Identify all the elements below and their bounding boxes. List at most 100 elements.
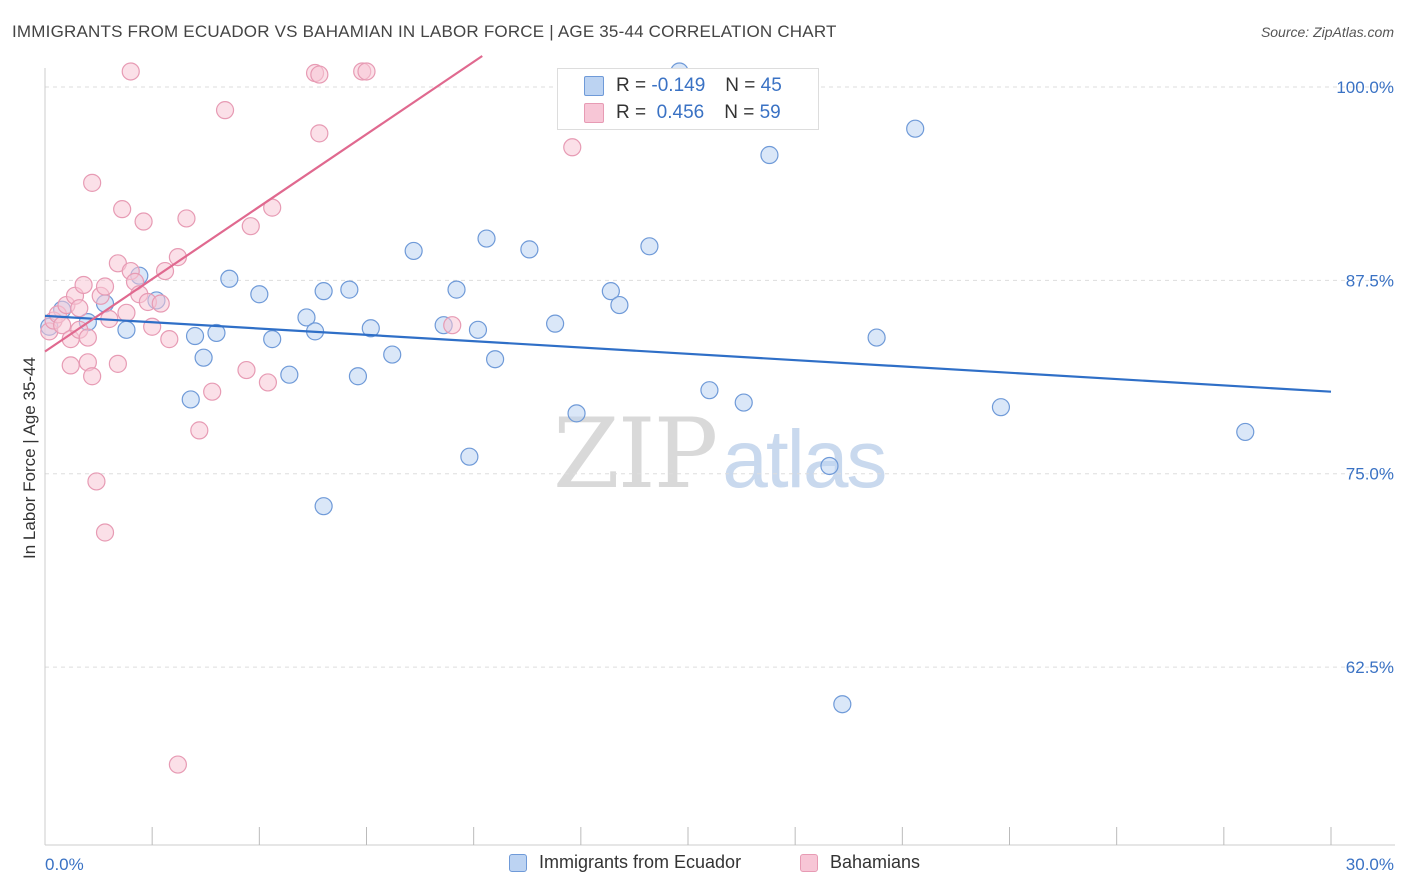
bahamian-point — [215, 101, 235, 120]
ecuador-point — [601, 282, 620, 301]
bahamian-point — [83, 367, 102, 386]
ecuador-point — [468, 320, 488, 339]
r-value: 0.456 — [656, 102, 705, 123]
ecuador-point — [867, 328, 886, 347]
watermark-atlas: atlas — [722, 414, 887, 505]
source-label: Source: ZipAtlas.com — [1260, 24, 1394, 40]
bahamian-point — [87, 472, 106, 491]
bahamian-point — [151, 294, 170, 313]
correlation-legend: R = -0.149 N = 45 R = 0.456 N = 59 — [557, 68, 819, 130]
ecuador-point — [477, 229, 496, 248]
ecuador-point — [348, 367, 368, 386]
ecuador-point — [640, 237, 659, 256]
bahamian-point — [160, 330, 179, 349]
bahamian-point — [108, 354, 127, 373]
bahamian-point — [190, 421, 209, 440]
ecuador-point — [263, 330, 282, 349]
y-tick-label: 100.0% — [1336, 78, 1394, 97]
ecuador-point — [447, 280, 466, 299]
y-tick-label: 75.0% — [1346, 465, 1394, 484]
bahamian-point — [357, 62, 376, 81]
ecuador-point — [546, 314, 565, 333]
legend-item-ecuador: Immigrants from Ecuador — [509, 852, 741, 873]
bahamian-point — [78, 328, 97, 347]
x-tick-label: 30.0% — [1346, 855, 1394, 874]
ecuador-point — [991, 398, 1011, 417]
ecuador-point — [404, 241, 423, 261]
ecuador-point — [250, 285, 269, 304]
r-value: -0.149 — [651, 75, 706, 96]
ecuador-point — [460, 447, 479, 466]
legend-label-bahamians: Bahamians — [830, 852, 921, 872]
correlation-row-ecuador: R = -0.149 N = 45 — [584, 74, 782, 98]
ecuador-point — [340, 280, 359, 299]
bahamian-point — [203, 382, 222, 401]
ecuador-point — [906, 119, 925, 138]
x-tick-label: 0.0% — [45, 855, 84, 874]
ecuador-trend-line — [44, 314, 1332, 393]
ecuador-point — [833, 695, 852, 714]
ecuador-point — [1236, 422, 1255, 442]
n-value: 45 — [760, 75, 782, 96]
bahamian-point — [121, 62, 140, 81]
bahamian-point — [70, 299, 89, 318]
chart-title: IMMIGRANTS FROM ECUADOR VS BAHAMIAN IN L… — [12, 22, 837, 41]
ecuador-point — [734, 393, 753, 412]
series-legend: Immigrants from Ecuador Bahamians — [0, 852, 1406, 876]
correlation-swatch-bahamians — [584, 103, 604, 123]
correlation-swatch-ecuador — [584, 76, 604, 96]
y-tick-label: 62.5% — [1346, 658, 1394, 677]
ecuador-point — [117, 320, 136, 339]
ecuador-point — [314, 282, 333, 301]
y-tick-label: 87.5% — [1346, 271, 1394, 290]
correlation-row-bahamians: R = 0.456 N = 59 — [584, 101, 781, 125]
bahamian-point — [83, 173, 102, 192]
n-label: N = — [725, 75, 756, 96]
legend-item-bahamians: Bahamians — [800, 852, 920, 873]
bahamian-point — [177, 209, 196, 228]
bahamian-point — [117, 303, 136, 322]
legend-swatch-ecuador — [509, 853, 527, 872]
ecuador-point — [314, 497, 333, 516]
n-value: 59 — [759, 102, 781, 123]
r-label: R = — [616, 75, 647, 96]
bahamian-point — [74, 275, 93, 295]
bahamian-point — [241, 217, 260, 236]
ecuador-point — [297, 308, 316, 327]
watermark: ZIPatlas — [553, 398, 887, 510]
bahamian-point — [61, 356, 80, 375]
bahamian-point — [310, 65, 329, 84]
r-label: R = — [616, 102, 647, 123]
bahamian-point — [563, 138, 582, 157]
bahamian-trend-line — [44, 55, 483, 353]
bahamian-point — [310, 124, 329, 143]
bahamian-point — [95, 523, 115, 542]
legend-label-ecuador: Immigrants from Ecuador — [539, 852, 742, 872]
ecuador-point — [361, 319, 380, 338]
ecuador-point — [760, 145, 779, 165]
ecuador-point — [194, 348, 213, 367]
n-label: N = — [724, 102, 755, 123]
bahamian-point — [113, 200, 132, 219]
bahamian-point — [95, 277, 115, 296]
ecuador-point — [567, 404, 586, 423]
ecuador-point — [700, 381, 719, 400]
bahamian-point — [168, 755, 187, 774]
ecuador-point — [280, 365, 299, 384]
ecuador-point — [610, 295, 629, 315]
ecuador-point — [181, 390, 200, 409]
ecuador-point — [520, 240, 539, 259]
legend-swatch-bahamians — [800, 853, 818, 872]
ecuador-point — [820, 456, 839, 476]
ecuador-point — [207, 323, 226, 343]
ecuador-point — [185, 326, 205, 346]
y-axis-label: In Labor Force | Age 35-44 — [20, 357, 39, 559]
ecuador-point — [486, 350, 505, 369]
ecuador-point — [383, 345, 402, 364]
ecuador-point — [220, 269, 239, 288]
bahamian-point — [134, 212, 153, 231]
bahamian-point — [258, 373, 278, 392]
bahamian-point — [237, 360, 256, 380]
bahamian-point — [443, 316, 462, 335]
